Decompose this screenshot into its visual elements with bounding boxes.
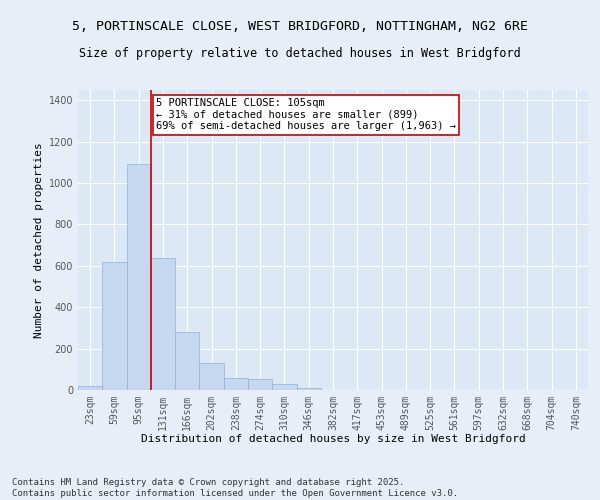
Text: Size of property relative to detached houses in West Bridgford: Size of property relative to detached ho…: [79, 48, 521, 60]
Bar: [199, 363, 224, 390]
Text: 5 PORTINSCALE CLOSE: 105sqm
← 31% of detached houses are smaller (899)
69% of se: 5 PORTINSCALE CLOSE: 105sqm ← 31% of det…: [156, 98, 456, 132]
Bar: [151, 258, 175, 390]
Bar: [102, 262, 127, 390]
Bar: [272, 384, 296, 390]
Bar: [127, 164, 151, 390]
Bar: [224, 378, 248, 390]
Bar: [296, 388, 321, 390]
Text: Contains HM Land Registry data © Crown copyright and database right 2025.
Contai: Contains HM Land Registry data © Crown c…: [12, 478, 458, 498]
Bar: [175, 332, 199, 390]
Bar: [78, 386, 102, 390]
X-axis label: Distribution of detached houses by size in West Bridgford: Distribution of detached houses by size …: [140, 434, 526, 444]
Y-axis label: Number of detached properties: Number of detached properties: [34, 142, 44, 338]
Bar: [248, 378, 272, 390]
Text: 5, PORTINSCALE CLOSE, WEST BRIDGFORD, NOTTINGHAM, NG2 6RE: 5, PORTINSCALE CLOSE, WEST BRIDGFORD, NO…: [72, 20, 528, 33]
